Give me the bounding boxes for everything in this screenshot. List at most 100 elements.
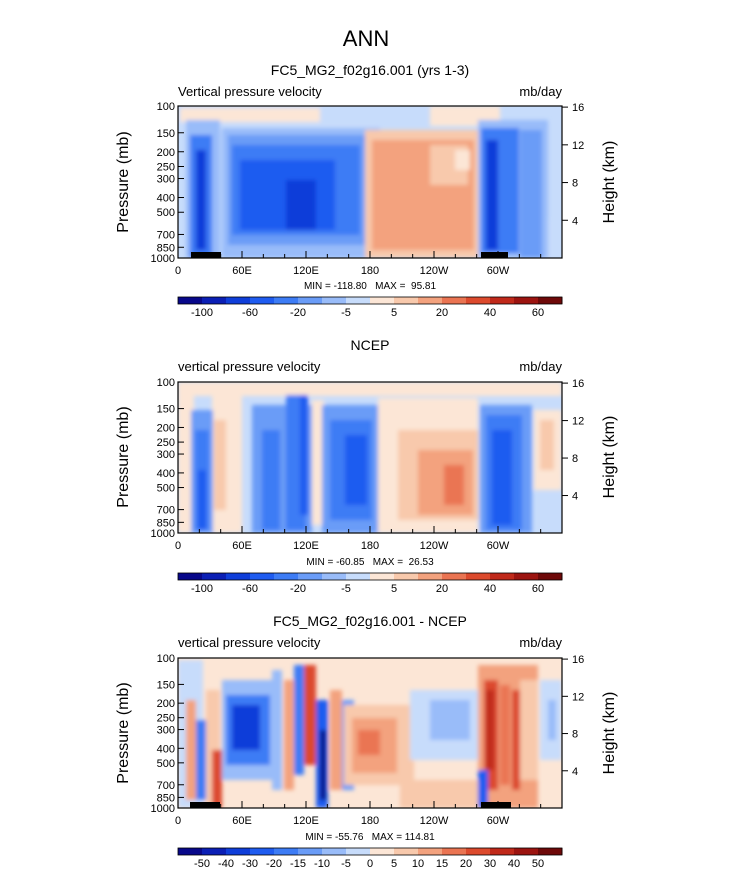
colorbar-swatch [394, 297, 419, 304]
y2-tick-label: 8 [572, 453, 578, 465]
colorbar-swatch [298, 297, 323, 304]
colorbar-swatch [466, 848, 491, 855]
y-tick-label: 250 [157, 437, 175, 449]
panel-1: FC5_MG2_f02g16.001 (yrs 1-3) Vertical pr… [115, 62, 618, 319]
colorbar-swatch [394, 848, 419, 855]
y-tick-label: 400 [157, 743, 175, 755]
colorbar-label: 40 [508, 858, 520, 870]
stats-text: MIN = -118.80 MAX = 95.81 [304, 281, 437, 292]
stats-text: MIN = -55.76 MAX = 114.81 [305, 832, 435, 843]
panel-3: FC5_MG2_f02g16.001 - NCEP vertical press… [115, 613, 618, 870]
colorbar-frame [177, 847, 563, 856]
colorbar-swatch [514, 848, 539, 855]
colorbar-swatch [226, 297, 251, 304]
y-axis-label: Pressure (mb) [115, 131, 132, 232]
colorbar-swatch [514, 573, 539, 580]
y-tick-label: 500 [157, 483, 175, 495]
y-tick-label: 400 [157, 468, 175, 480]
colorbar-label: -40 [218, 858, 234, 870]
x-tick-label: 60W [487, 815, 510, 827]
heatmap-field [178, 106, 562, 258]
colorbar-label: 60 [532, 583, 544, 595]
x-tick-label: 120W [420, 265, 449, 277]
colorbar-label: 5 [391, 583, 397, 595]
y2-tick-label: 16 [572, 102, 584, 114]
colorbar-swatch [250, 297, 275, 304]
y-tick-label: 250 [157, 161, 175, 173]
colorbar-label: -10 [314, 858, 330, 870]
x-ticks: 0 60E 120E 180 120W 60W [175, 526, 563, 552]
y-tick-label: 400 [157, 193, 175, 205]
colorbar-swatch [370, 297, 395, 304]
colorbar-label: 20 [436, 307, 448, 319]
panel-title: NCEP [351, 337, 390, 353]
y-tick-label: 850 [157, 517, 175, 529]
y2-tick-label: 4 [572, 491, 578, 503]
colorbar-swatch [538, 848, 563, 855]
y-tick-label: 300 [157, 449, 175, 461]
colorbar-swatch [178, 297, 203, 304]
colorbar-swatch [226, 573, 251, 580]
x-tick-label: 0 [175, 265, 181, 277]
y2-ticks: 4 8 12 16 [562, 378, 584, 503]
colorbar-swatch [322, 297, 347, 304]
x-tick-label: 60E [232, 265, 252, 277]
colorbar-label: -100 [191, 307, 213, 319]
colorbar-label: 20 [460, 858, 472, 870]
x-tick-label: 0 [175, 540, 181, 552]
figure-title: ANN [343, 26, 389, 51]
y-tick-label: 700 [157, 780, 175, 792]
y-tick-label: 850 [157, 792, 175, 804]
colorbar-swatch [442, 573, 467, 580]
colorbar-label: 5 [391, 307, 397, 319]
y2-axis-label: Height (km) [601, 692, 618, 775]
colorbar-label: -50 [194, 858, 210, 870]
x-tick-label: 60W [487, 265, 510, 277]
colorbar-swatch [490, 573, 515, 580]
panel-left-label: Vertical pressure velocity [178, 84, 322, 99]
y-tick-label: 500 [157, 207, 175, 219]
y2-tick-label: 12 [572, 140, 584, 152]
y-tick-label: 700 [157, 505, 175, 517]
y-tick-label: 200 [157, 422, 175, 434]
colorbar-swatch [274, 848, 299, 855]
colorbar-swatch [418, 297, 443, 304]
y-tick-label: 850 [157, 242, 175, 254]
colorbar-label: 60 [532, 307, 544, 319]
y2-tick-label: 12 [572, 691, 584, 703]
colorbar-label: 5 [391, 858, 397, 870]
x-tick-label: 0 [175, 815, 181, 827]
colorbar-swatch [466, 573, 491, 580]
colorbar-label: 0 [367, 858, 373, 870]
panel-title: FC5_MG2_f02g16.001 - NCEP [273, 613, 467, 629]
panel-left-label: vertical pressure velocity [178, 359, 321, 374]
y-tick-label: 1000 [151, 253, 175, 265]
y2-axis-label: Height (km) [601, 416, 618, 499]
stats-text: MIN = -60.85 MAX = 26.53 [306, 557, 434, 568]
y-tick-label: 150 [157, 128, 175, 140]
colorbar-swatch [370, 848, 395, 855]
colorbar-swatch [538, 573, 563, 580]
x-tick-label: 180 [361, 540, 379, 552]
y-tick-label: 200 [157, 698, 175, 710]
y-tick-label: 700 [157, 229, 175, 241]
colorbar-swatch [226, 848, 251, 855]
colorbar-label: -5 [341, 307, 351, 319]
colorbar-swatch [178, 848, 203, 855]
x-tick-label: 60E [232, 540, 252, 552]
y-tick-label: 500 [157, 758, 175, 770]
y2-axis-label: Height (km) [601, 141, 618, 224]
colorbar-swatch [202, 848, 227, 855]
colorbar-label: -60 [242, 583, 258, 595]
colorbar-label: 20 [436, 583, 448, 595]
colorbar: -100 -60 -20 -5 5 20 40 60 [177, 572, 563, 595]
colorbar-swatch [202, 297, 227, 304]
colorbar-swatch [202, 573, 227, 580]
colorbar-label: -5 [341, 858, 351, 870]
colorbar-swatch [322, 573, 347, 580]
colorbar-swatch [322, 848, 347, 855]
